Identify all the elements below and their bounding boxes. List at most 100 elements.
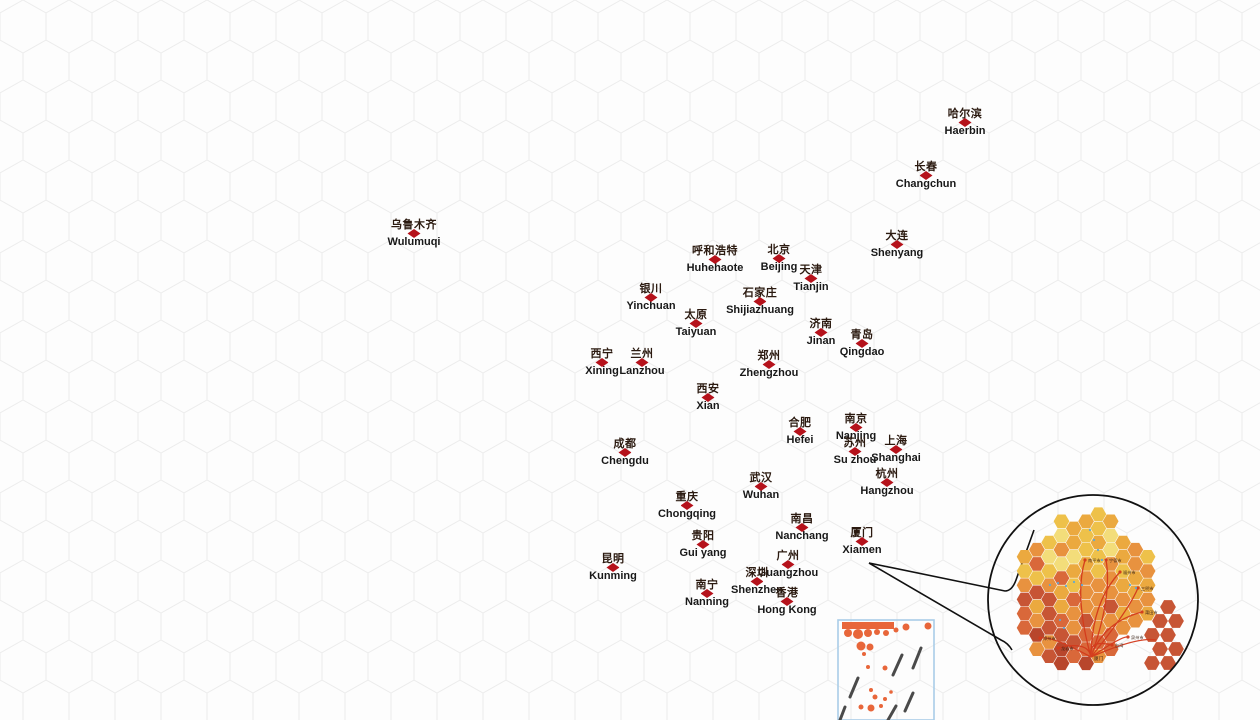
inset-destination-label: 泉州市 <box>1131 634 1144 641</box>
city-name-en: Tianjin <box>793 281 829 293</box>
city-label-su-zhou[interactable]: 苏州 Su zhou <box>833 437 877 467</box>
city-name-en: Wuhan <box>742 489 780 501</box>
city-name-en: Chongqing <box>657 508 717 520</box>
city-label-hong-kong[interactable]: 香港 Hong Kong <box>757 587 816 617</box>
city-name-en: Gui yang <box>679 547 727 559</box>
city-label-guangzhou[interactable]: 广州 Guangzhou <box>757 550 819 580</box>
city-label-nanning[interactable]: 南宁 Nanning <box>685 579 729 609</box>
city-name-cn: 济南 <box>809 318 833 330</box>
city-name-en: Lanzhou <box>619 365 665 377</box>
city-name-en: Chengdu <box>601 455 649 467</box>
city-name-en: Guangzhou <box>757 567 819 579</box>
city-name-cn: 青岛 <box>850 329 874 341</box>
magnifier-connector-lines <box>868 529 1035 651</box>
city-label-changchun[interactable]: 长春 Changchun <box>895 162 957 191</box>
city-name-en: Haerbin <box>944 125 986 137</box>
city-name-en: Kunming <box>589 570 637 582</box>
city-label-nanchang[interactable]: 南昌 Nanchang <box>775 513 829 543</box>
diamond-marker-icon <box>919 171 933 180</box>
inset-origin-label: 厦门 <box>1094 655 1104 662</box>
city-label-shenzhen[interactable]: 深圳 Shenzhen <box>731 568 783 597</box>
city-label-chengdu[interactable]: 成都 Chengdu <box>601 439 649 468</box>
city-name-cn: 重庆 <box>675 491 699 503</box>
city-name-cn: 乌鲁木齐 <box>391 219 437 231</box>
city-label-shijiazhuang[interactable]: 石家庄 Shijiazhuang <box>726 287 794 317</box>
city-label-gui-yang[interactable]: 贵阳 Gui yang <box>679 531 727 560</box>
diamond-marker-icon <box>781 560 795 569</box>
diamond-marker-icon <box>680 501 694 510</box>
city-name-en: Taiyuan <box>675 326 717 338</box>
city-label-hefei[interactable]: 合肥 Hefei <box>787 417 814 447</box>
city-name-cn: 广州 <box>776 550 800 562</box>
inset-destination-label: 台湾 <box>1115 642 1123 649</box>
city-label-wulumuqi[interactable]: 乌鲁木齐 Wulumuqi <box>387 219 441 249</box>
inset-destination-label: 三明市 <box>1141 585 1154 592</box>
city-label-lanzhou[interactable]: 兰州 Lanzhou <box>619 348 665 378</box>
city-name-cn: 郑州 <box>757 350 781 362</box>
diamond-marker-icon <box>635 358 649 367</box>
diamond-marker-icon <box>606 563 620 572</box>
city-label-xiamen[interactable]: 厦门 Xiamen <box>842 528 881 557</box>
city-name-cn: 苏州 <box>843 437 867 449</box>
city-name-en: Huhehaote <box>686 262 744 274</box>
inset-destination-label: 南平市 <box>1088 557 1101 564</box>
diamond-marker-icon <box>855 339 869 348</box>
diamond-marker-icon <box>618 448 632 457</box>
city-name-cn: 兰州 <box>630 348 654 360</box>
diamond-marker-icon <box>880 478 894 487</box>
city-label-qingdao[interactable]: 青岛 Qingdao <box>840 329 885 359</box>
city-label-yinchuan[interactable]: 银川 Yinchuan <box>626 284 675 313</box>
city-label-taiyuan[interactable]: 太原 Taiyuan <box>675 310 717 339</box>
city-name-en: Shenyang <box>870 247 924 259</box>
city-name-cn: 北京 <box>767 244 791 256</box>
city-name-en: Beijing <box>760 261 798 273</box>
city-name-en: Su zhou <box>833 454 877 466</box>
city-label-xian[interactable]: 西安 Xian <box>696 384 719 413</box>
city-label-xining[interactable]: 西宁 Xining <box>585 348 619 378</box>
city-name-cn: 大连 <box>885 230 909 242</box>
diamond-marker-icon <box>793 427 807 436</box>
city-name-cn: 合肥 <box>788 417 812 429</box>
inset-destination-label: 莆田市 <box>1145 609 1158 616</box>
diamond-marker-icon <box>754 482 768 491</box>
city-label-kunming[interactable]: 昆明 Kunming <box>589 553 637 583</box>
city-label-hangzhou[interactable]: 杭州 Hangzhou <box>860 469 913 498</box>
city-label-tianjin[interactable]: 天津 Tianjin <box>793 264 829 294</box>
city-name-cn: 上海 <box>884 435 908 447</box>
city-label-chongqing[interactable]: 重庆 Chongqing <box>657 491 717 521</box>
city-name-en: Nanchang <box>775 530 829 542</box>
diamond-marker-icon <box>407 229 421 238</box>
diamond-marker-icon <box>855 537 869 546</box>
city-label-haerbin[interactable]: 哈尔滨 Haerbin <box>944 108 986 138</box>
magnifier-ring <box>987 494 1199 706</box>
city-name-en: Changchun <box>895 178 957 190</box>
city-name-cn: 南宁 <box>695 579 719 591</box>
city-name-en: Wulumuqi <box>387 236 441 248</box>
city-name-cn: 南京 <box>844 413 868 425</box>
city-label-zhengzhou[interactable]: 郑州 Zhengzhou <box>740 350 799 380</box>
diamond-marker-icon <box>772 254 786 263</box>
city-label-wuhan[interactable]: 武汉 Wuhan <box>742 473 780 502</box>
diamond-marker-icon <box>849 423 863 432</box>
city-name-cn: 香港 <box>775 587 799 599</box>
city-label-beijing[interactable]: 北京 Beijing <box>760 244 798 274</box>
diamond-marker-icon <box>890 240 904 249</box>
city-name-cn: 天津 <box>799 264 823 276</box>
city-label-jinan[interactable]: 济南 Jinan <box>806 318 836 348</box>
city-name-cn: 南昌 <box>790 513 814 525</box>
city-name-cn: 西宁 <box>590 348 614 360</box>
city-name-cn: 石家庄 <box>742 287 778 299</box>
city-label-huhehaote[interactable]: 呼和浩特 Huhehaote <box>686 246 744 275</box>
inset-destination-label: 漳州市 <box>1043 635 1056 642</box>
city-label-shanghai[interactable]: 上海 Shanghai <box>871 435 921 465</box>
city-name-en: Jinan <box>806 335 836 347</box>
city-name-en: Shanghai <box>871 452 921 464</box>
city-name-cn: 哈尔滨 <box>947 108 983 120</box>
city-label-nanjing[interactable]: 南京 Nanjing <box>836 413 876 443</box>
diamond-marker-icon <box>595 358 609 367</box>
city-label-shenyang[interactable]: 大连 Shenyang <box>870 230 924 260</box>
inset-destination-label: 龙岩市 <box>1061 645 1074 652</box>
city-name-cn: 昆明 <box>601 553 625 565</box>
